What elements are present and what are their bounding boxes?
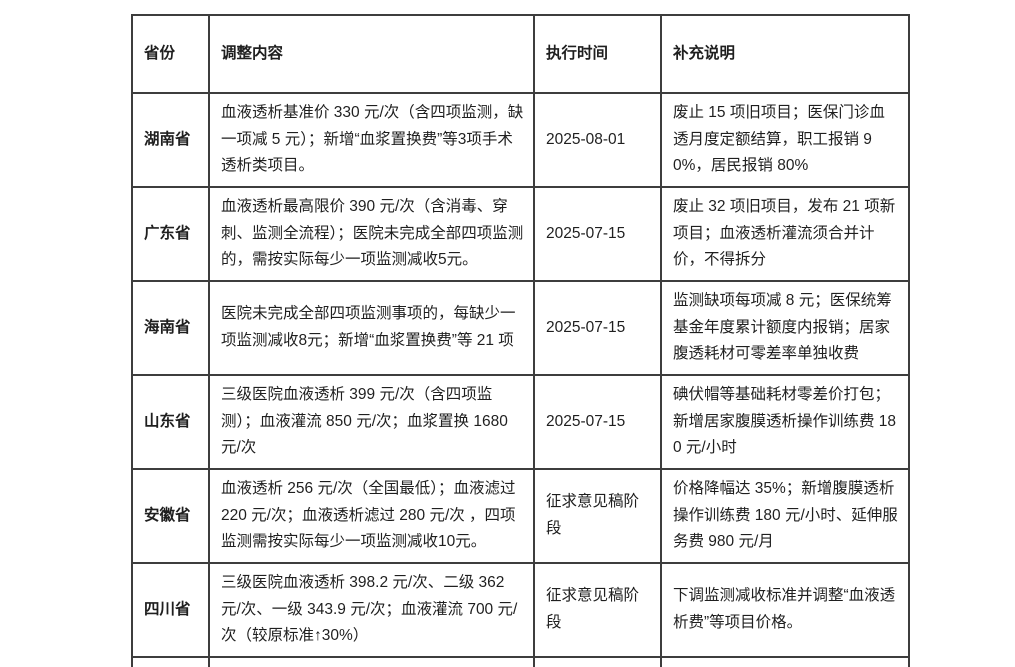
cell-province: 重庆市 [131, 655, 210, 667]
cell-content: 血液透析 256 元/次（全国最低）；血液滤过 220 元/次；血液透析滤过 2… [208, 467, 535, 564]
cell-content: 与湖南同步：三级医院血液透析 398.2 元/次；医院未完成全部四项监测的，需按… [208, 655, 535, 667]
table-row: 湖南省 血液透析基准价 330 元/次（含四项监测，缺一项减 5 元）；新增“血浆… [131, 92, 910, 188]
table-header-row: 省份 调整内容 执行时间 补充说明 [131, 14, 910, 94]
cell-time: 2025-07-15 [533, 185, 662, 282]
cell-province: 湖南省 [131, 92, 210, 188]
cell-content: 三级医院血液透析 399 元/次（含四项监测）；血液灌流 850 元/次；血浆置… [208, 373, 535, 470]
cell-time: 征求意见稿阶段 [533, 561, 662, 658]
cell-note: 价格降幅达 35%；新增腹膜透析操作训练费 180 元/小时、延伸服务费 980… [660, 467, 910, 564]
cell-time: 征求意见稿阶段 [533, 467, 662, 564]
cell-content: 医院未完成全部四项监测事项的，每缺少一项监测减收8元；新增“血浆置换费”等 21… [208, 279, 535, 376]
cell-note: 碘伏帽等基础耗材零差价打包；新增居家腹膜透析操作训练费 180 元/小时 [660, 373, 910, 470]
cell-note: 下调监测减收标准并调整“血液透析费”等项目价格。 [660, 561, 910, 658]
table-row: 广东省 血液透析最高限价 390 元/次（含消毒、穿刺、监测全流程）；医院未完成全… [131, 185, 910, 282]
cell-note: 废止 15 项旧项目；医保门诊血透月度定额结算，职工报销 90%，居民报销 80… [660, 92, 910, 188]
cell-province: 山东省 [131, 373, 210, 470]
cell-note: 监测缺项每项减 8 元；医保统筹基金年度累计额度内报销；居家腹透耗材可零差率单独… [660, 279, 910, 376]
column-header-content: 调整内容 [208, 14, 535, 94]
cell-content: 血液透析最高限价 390 元/次（含消毒、穿刺、监测全流程）；医院未完成全部四项… [208, 185, 535, 282]
table-row: 海南省 医院未完成全部四项监测事项的，每缺少一项监测减收8元；新增“血浆置换费”等… [131, 279, 910, 376]
cell-province: 广东省 [131, 185, 210, 282]
column-header-province: 省份 [131, 14, 210, 94]
column-header-time: 执行时间 [533, 14, 662, 94]
dialysis-price-adjustment-table: 省份 调整内容 执行时间 补充说明 湖南省 血液透析基准价 330 元/次（含四项… [131, 14, 910, 667]
column-header-note: 补充说明 [660, 14, 910, 94]
cell-content: 三级医院血液透析 398.2 元/次、二级 362 元/次、一级 343.9 元… [208, 561, 535, 658]
cell-province: 四川省 [131, 561, 210, 658]
cell-time: 2025-08-01 [533, 655, 662, 667]
table-row: 重庆市与湖南同步：三级医院血液透析 398.2 元/次；医院未完成全部四项监测的… [131, 655, 910, 667]
cell-province: 安徽省 [131, 467, 210, 564]
table-row: 安徽省 血液透析 256 元/次（全国最低）；血液滤过 220 元/次；血液透析滤… [131, 467, 910, 564]
cell-note: 价格体系对标湖南；医保结算同湖南模式 [660, 655, 910, 667]
cell-content: 血液透析基准价 330 元/次（含四项监测，缺一项减 5 元）；新增“血浆置换费… [208, 92, 535, 188]
cell-note: 废止 32 项旧项目，发布 21 项新项目；血液透析灌流须合并计价，不得拆分 [660, 185, 910, 282]
table-body: 湖南省 血液透析基准价 330 元/次（含四项监测，缺一项减 5 元）；新增“血浆… [131, 92, 910, 667]
cell-time: 2025-07-15 [533, 279, 662, 376]
cell-province: 海南省 [131, 279, 210, 376]
cell-time: 2025-08-01 [533, 92, 662, 188]
cell-time: 2025-07-15 [533, 373, 662, 470]
table-row: 四川省 三级医院血液透析 398.2 元/次、二级 362 元/次、一级 343.… [131, 561, 910, 658]
table-row: 山东省 三级医院血液透析 399 元/次（含四项监测）；血液灌流 850 元/次；… [131, 373, 910, 470]
